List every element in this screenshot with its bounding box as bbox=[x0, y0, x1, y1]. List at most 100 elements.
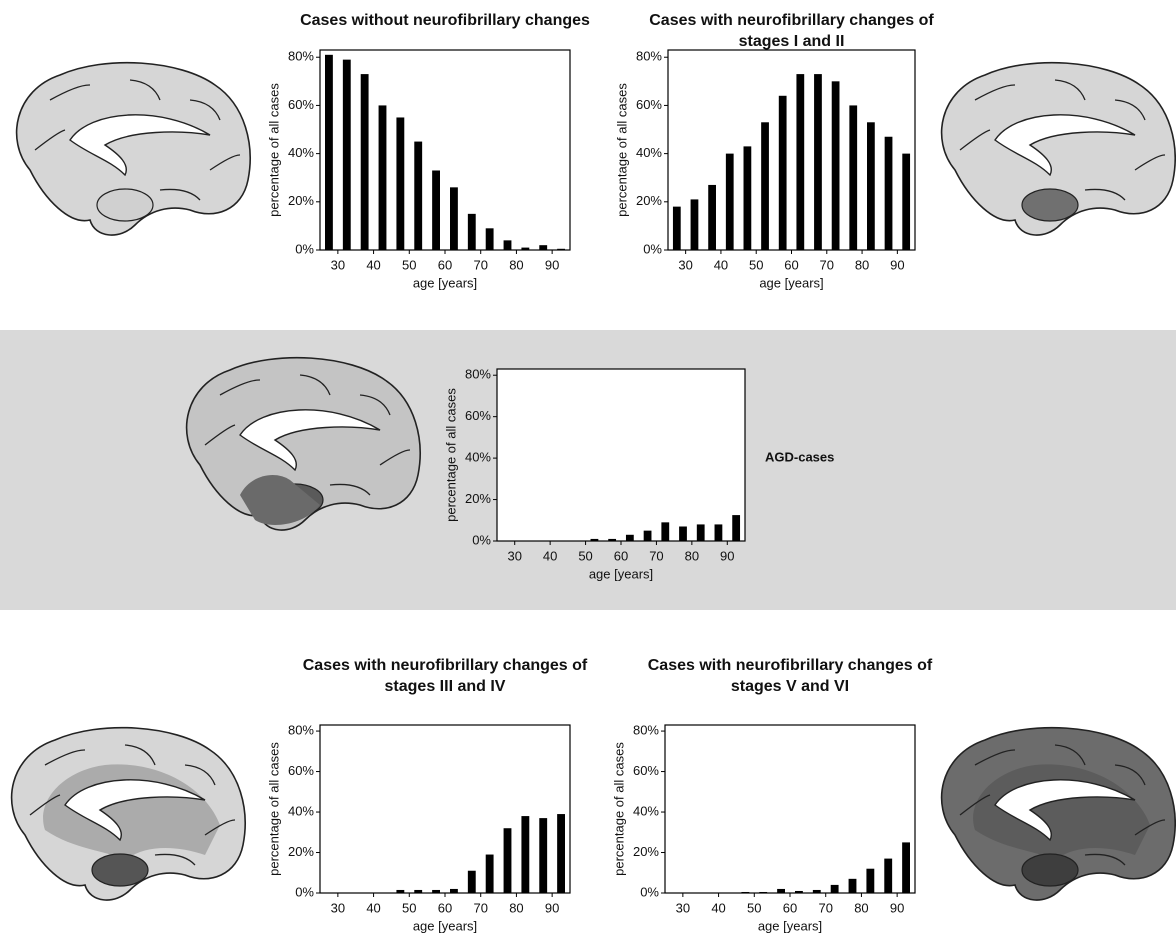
bar bbox=[450, 187, 458, 250]
x-tick-label: 90 bbox=[545, 257, 559, 272]
bar bbox=[725, 153, 734, 250]
bar bbox=[396, 889, 405, 893]
sulcus bbox=[1134, 819, 1166, 836]
sulcus bbox=[299, 374, 331, 396]
brain-illustration bbox=[940, 61, 1176, 236]
sulcus bbox=[1134, 154, 1166, 171]
bar bbox=[866, 868, 875, 893]
sulcus bbox=[184, 764, 216, 786]
sulcus bbox=[34, 129, 66, 151]
x-tick-label: 30 bbox=[676, 900, 690, 915]
bar bbox=[743, 146, 752, 250]
x-tick-label: 90 bbox=[720, 548, 734, 563]
bar bbox=[814, 74, 822, 251]
bar bbox=[539, 245, 548, 250]
x-axis-label: age [years] bbox=[413, 275, 477, 290]
bar bbox=[696, 524, 705, 541]
x-tick-label: 80 bbox=[509, 900, 523, 915]
sulcus bbox=[219, 379, 261, 396]
y-tick-label: 80% bbox=[288, 49, 314, 64]
y-tick-label: 80% bbox=[288, 723, 314, 738]
brain-illustration bbox=[10, 726, 246, 901]
bar bbox=[325, 54, 333, 251]
y-tick-label: 0% bbox=[640, 884, 659, 899]
x-tick-label: 80 bbox=[685, 548, 699, 563]
sulcus bbox=[204, 424, 236, 446]
y-tick-label: 40% bbox=[288, 145, 314, 160]
chart-title: Cases with neurofibrillary changes of st… bbox=[649, 12, 934, 50]
brain-outline bbox=[940, 61, 1176, 236]
corpus-callosum bbox=[64, 779, 206, 842]
plot-area bbox=[664, 724, 916, 894]
medial-temporal-lobe bbox=[1021, 853, 1079, 887]
bar bbox=[714, 524, 723, 541]
x-tick-label: 50 bbox=[578, 548, 592, 563]
y-tick-label: 0% bbox=[643, 241, 662, 256]
bar bbox=[778, 95, 787, 250]
bar bbox=[777, 888, 785, 893]
chart-title: Cases with neurofibrillary changes of st… bbox=[647, 657, 933, 695]
bar bbox=[796, 74, 805, 251]
bar bbox=[414, 141, 423, 250]
bar bbox=[503, 828, 512, 893]
sulcus bbox=[1084, 853, 1126, 866]
bar bbox=[643, 530, 652, 541]
bar bbox=[679, 526, 687, 541]
bar bbox=[557, 814, 565, 893]
bar bbox=[432, 170, 440, 250]
x-tick-label: 40 bbox=[366, 900, 380, 915]
x-axis-label: age [years] bbox=[589, 566, 653, 581]
sulcus bbox=[1084, 188, 1126, 201]
bar bbox=[450, 888, 458, 893]
x-tick-label: 90 bbox=[890, 900, 904, 915]
plot-area bbox=[667, 49, 916, 251]
x-tick-label: 50 bbox=[749, 257, 763, 272]
x-tick-label: 50 bbox=[402, 900, 416, 915]
bar bbox=[708, 184, 716, 250]
bar bbox=[849, 105, 858, 250]
y-tick-label: 40% bbox=[465, 450, 491, 465]
sulcus bbox=[49, 84, 91, 101]
bar bbox=[378, 105, 387, 250]
bar bbox=[884, 136, 893, 250]
y-tick-label: 20% bbox=[633, 844, 659, 859]
medial-temporal-lobe bbox=[1021, 188, 1079, 222]
bar bbox=[741, 891, 750, 893]
x-axis-label: age [years] bbox=[758, 918, 822, 933]
x-tick-label: 70 bbox=[473, 257, 487, 272]
plot-area bbox=[319, 724, 571, 894]
brain-outline bbox=[15, 61, 251, 236]
sulcus bbox=[1114, 764, 1146, 786]
bar bbox=[759, 891, 768, 893]
y-tick-label: 20% bbox=[465, 491, 491, 506]
y-tick-label: 0% bbox=[295, 884, 314, 899]
medial-temporal-lobe bbox=[91, 853, 149, 887]
bar bbox=[590, 538, 599, 541]
bar bbox=[830, 884, 839, 893]
x-tick-label: 70 bbox=[473, 900, 487, 915]
bar bbox=[432, 889, 440, 893]
x-tick-label: 60 bbox=[614, 548, 628, 563]
bar bbox=[690, 199, 699, 250]
x-tick-label: 30 bbox=[507, 548, 521, 563]
bar bbox=[884, 858, 893, 893]
bar bbox=[503, 240, 512, 250]
y-tick-label: 80% bbox=[636, 49, 662, 64]
sulcus bbox=[159, 188, 201, 201]
sulcus bbox=[209, 154, 241, 171]
y-tick-label: 40% bbox=[636, 145, 662, 160]
y-axis-label: percentage of all cases bbox=[611, 742, 626, 876]
sulcus bbox=[29, 794, 61, 816]
sulcus bbox=[959, 794, 991, 816]
sulcus bbox=[959, 129, 991, 151]
sulcus bbox=[204, 819, 236, 836]
sulcus bbox=[359, 394, 391, 416]
x-tick-label: 60 bbox=[784, 257, 798, 272]
corpus-callosum bbox=[994, 114, 1136, 177]
bar bbox=[360, 74, 369, 251]
brain-illustration bbox=[185, 356, 421, 531]
sulcus bbox=[1054, 744, 1086, 766]
bar bbox=[521, 816, 530, 893]
y-axis-label: percentage of all cases bbox=[266, 83, 281, 217]
